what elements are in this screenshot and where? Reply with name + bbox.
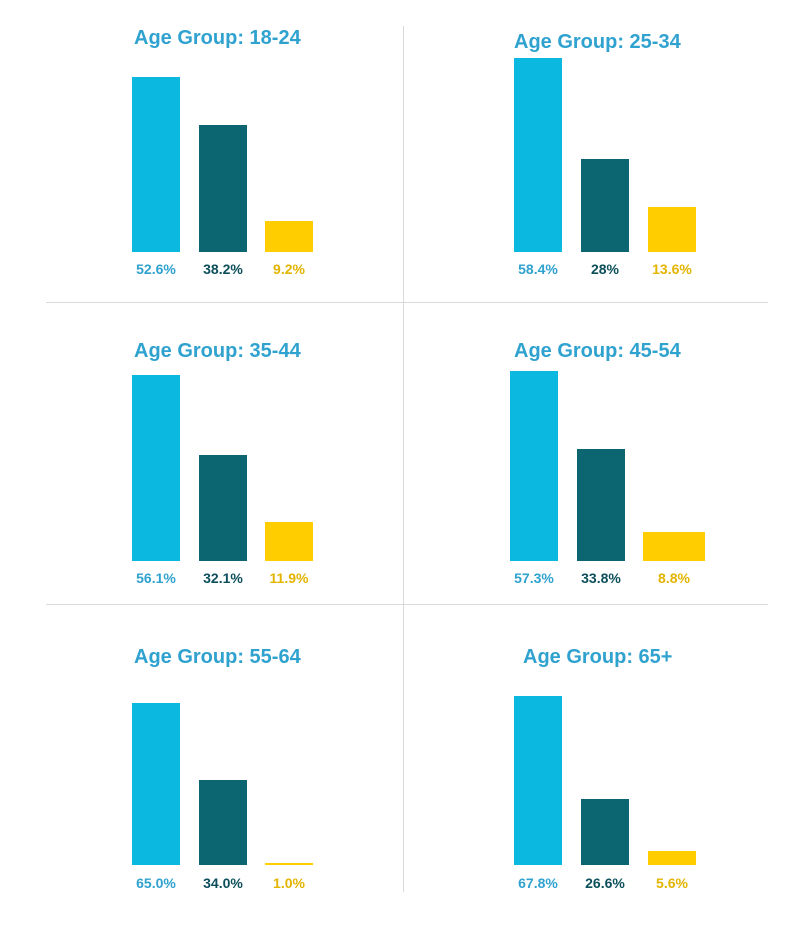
bar-series-1	[510, 370, 558, 561]
data-label-series-3: 8.8%	[658, 570, 690, 586]
data-label-series-2: 34.0%	[203, 875, 243, 891]
data-label-series-1: 52.6%	[136, 261, 176, 277]
chart-title: Age Group: 18-24	[134, 27, 301, 49]
data-label-series-3: 13.6%	[652, 261, 692, 277]
bar-series-1	[132, 374, 180, 561]
bar-series-1	[132, 76, 180, 252]
data-label-series-2: 38.2%	[203, 261, 243, 277]
bar-series-3	[648, 206, 696, 252]
bar-series-1	[514, 57, 562, 252]
bar-series-2	[199, 124, 247, 252]
data-label-series-1: 65.0%	[136, 875, 176, 891]
data-label-series-2: 26.6%	[585, 875, 625, 891]
chart-title: Age Group: 35-44	[134, 340, 301, 362]
horizontal-divider-1	[46, 302, 768, 303]
bar-series-1	[514, 695, 562, 865]
bar-series-3	[643, 531, 705, 561]
chart-title: Age Group: 65+	[523, 646, 673, 668]
bar-series-3	[265, 862, 313, 865]
data-label-series-1: 56.1%	[136, 570, 176, 586]
bar-series-3	[265, 521, 313, 561]
bar-series-2	[199, 454, 247, 561]
bar-series-1	[132, 702, 180, 865]
data-label-series-2: 32.1%	[203, 570, 243, 586]
data-label-series-1: 67.8%	[518, 875, 558, 891]
data-label-series-3: 11.9%	[269, 570, 309, 586]
bar-series-3	[265, 221, 313, 252]
data-label-series-1: 57.3%	[514, 570, 554, 586]
bar-series-2	[581, 158, 629, 252]
horizontal-divider-2	[46, 604, 768, 605]
bar-series-2	[199, 780, 247, 865]
data-label-series-3: 1.0%	[273, 875, 305, 891]
data-label-series-3: 5.6%	[656, 875, 688, 891]
bar-series-2	[577, 448, 625, 561]
chart-title: Age Group: 55-64	[134, 646, 301, 668]
bar-series-3	[648, 851, 696, 865]
data-label-series-1: 58.4%	[518, 261, 558, 277]
data-label-series-2: 28%	[590, 261, 620, 277]
chart-title: Age Group: 25-34	[514, 31, 681, 53]
chart-title: Age Group: 45-54	[514, 340, 681, 362]
data-label-series-3: 9.2%	[273, 261, 305, 277]
bar-series-2	[581, 798, 629, 865]
vertical-divider	[403, 26, 404, 892]
data-label-series-2: 33.8%	[581, 570, 621, 586]
